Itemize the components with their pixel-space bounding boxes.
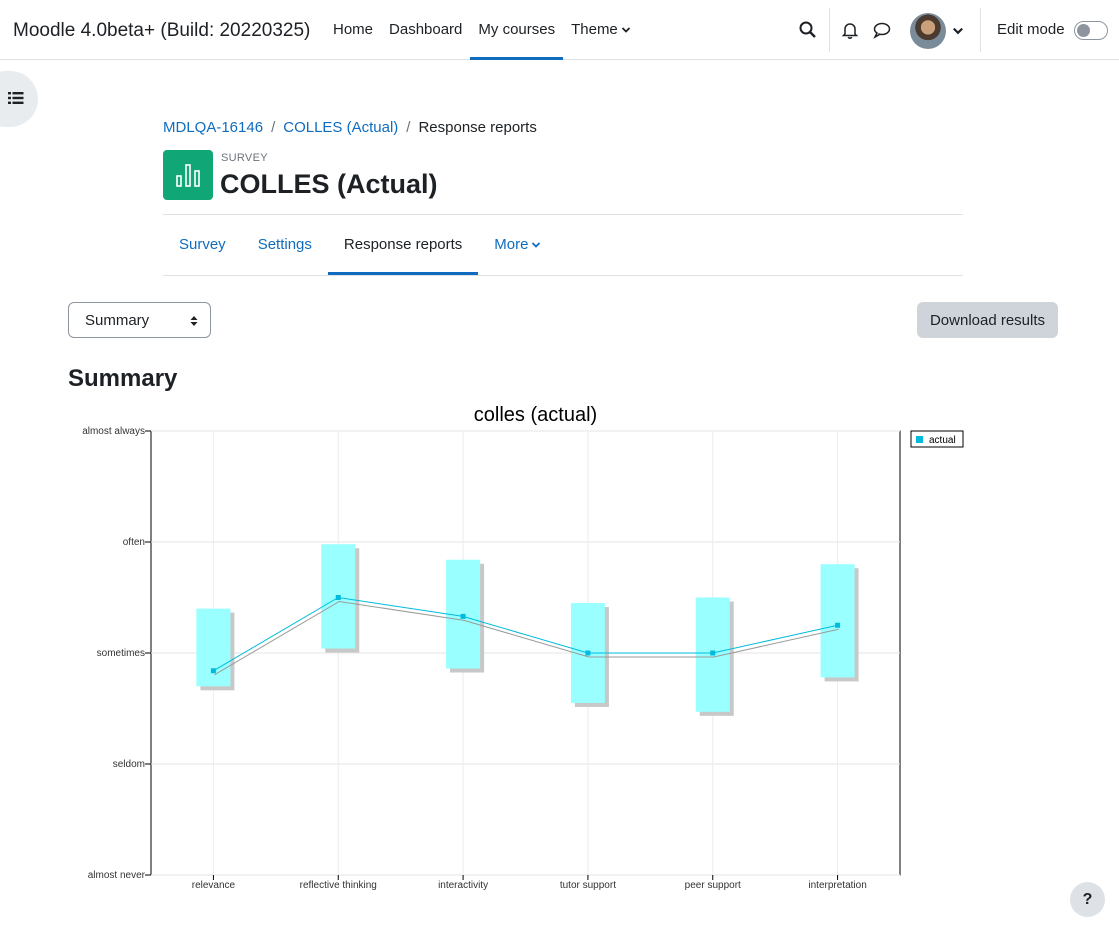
navbar-divider [829,8,830,52]
breadcrumb-separator: / [406,119,411,136]
list-icon [8,92,24,104]
chart-x-tick-label: interpretation [808,880,866,891]
chevron-down-icon[interactable] [952,25,964,37]
chart-y-tick-label: often [123,537,145,548]
chart-series-shadow-line [214,600,839,676]
chart-range-box [196,608,231,687]
colles-summary-chart: almost never seldom sometimes often almost a… [82,404,964,891]
site-name[interactable]: Moodle 4.0beta+ (Build: 20220325) [13,20,311,41]
breadcrumb-course-link[interactable]: MDLQA-16146 [163,119,264,136]
chart-y-tick-label: almost always [82,426,145,437]
chart-y-tick-label: seldom [113,759,145,770]
nav-my-courses-label: My courses [478,21,556,38]
help-button[interactable]: ? [1070,882,1105,917]
section-heading: Summary [68,365,178,392]
tab-settings[interactable]: Settings [242,215,328,275]
chart-x-tick-label: interactivity [438,880,488,891]
sort-arrows-icon [190,316,198,326]
chart-y-tick-label: sometimes [97,648,145,659]
chart-x-tick-label: relevance [192,880,236,891]
nav-theme-dropdown[interactable]: Theme [563,0,639,60]
chart-data-point [835,622,841,628]
chart-x-tick-label: tutor support [560,880,616,891]
chart-data-point [710,650,716,656]
tab-response-reports[interactable]: Response reports [327,215,479,275]
search-icon[interactable] [798,20,818,40]
chart-x-tick-label: peer support [685,880,741,891]
toggle-knob [1077,24,1090,37]
nav-my-courses[interactable]: My courses [470,0,563,60]
download-results-button[interactable]: Download results [917,302,1058,338]
breadcrumb-activity-link[interactable]: COLLES (Actual) [283,119,399,136]
nav-dashboard-label: Dashboard [389,21,463,38]
chevron-down-icon [532,242,541,248]
chart-data-point [460,613,466,619]
chart-data-point [585,650,591,656]
user-avatar[interactable] [910,13,946,49]
chart-data-point [335,595,341,600]
chevron-down-icon [621,27,630,33]
nav-home-label: Home [333,21,374,38]
secondary-navigation: Survey Settings Response reports More [163,215,557,275]
chart-legend-box [910,430,964,448]
tab-survey-label: Survey [179,236,226,253]
nav-home[interactable]: Home [325,0,381,60]
divider [163,214,963,215]
chart-title: colles (actual) [474,404,597,426]
chart-y-tick-label: almost never [88,870,146,881]
edit-mode-toggle[interactable] [1074,21,1108,40]
report-type-select-value: Summary [85,312,150,329]
top-navbar: Moodle 4.0beta+ (Build: 20220325) Home D… [0,0,1119,60]
report-type-select[interactable]: Summary [68,302,211,338]
chart-range-box [820,564,855,678]
notifications-bell-icon[interactable] [840,20,860,40]
course-index-drawer-toggle[interactable] [0,71,38,127]
chart-data-point [210,668,216,674]
survey-activity-icon [163,150,213,200]
chart-legend-label: actual [929,435,956,446]
tab-more-dropdown[interactable]: More [478,215,557,275]
breadcrumb-separator: / [271,119,276,136]
messages-chat-icon[interactable] [872,20,892,40]
tab-survey[interactable]: Survey [163,215,242,275]
nav-theme-label: Theme [571,21,618,38]
tab-more-label: More [494,236,529,253]
page-title: COLLES (Actual) [220,169,438,199]
chart-legend-swatch [916,436,923,443]
tab-response-reports-label: Response reports [343,236,463,253]
breadcrumb: MDLQA-16146 / COLLES (Actual) / Response… [163,119,537,136]
tab-settings-label: Settings [257,236,312,253]
chart-series-line [213,596,838,672]
bar-chart-icon [176,164,200,187]
primary-navigation: Home Dashboard My courses Theme [325,0,639,60]
module-type-label: SURVEY [221,152,268,164]
nav-dashboard[interactable]: Dashboard [381,0,470,60]
chart-x-tick-label: reflective thinking [300,880,377,891]
navbar-divider [980,8,981,52]
divider [163,275,963,276]
breadcrumb-current: Response reports [418,119,537,136]
edit-mode-label: Edit mode [997,21,1065,38]
